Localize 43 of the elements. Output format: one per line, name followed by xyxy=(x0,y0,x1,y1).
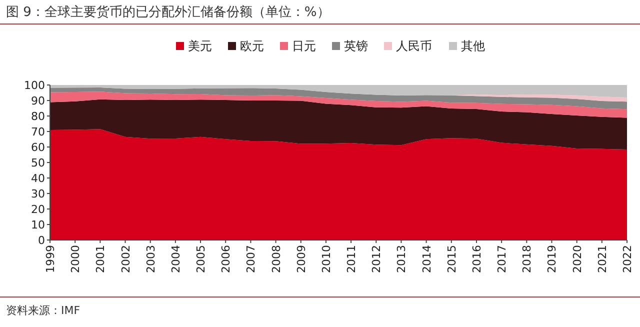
x-tick-label: 2011 xyxy=(345,245,358,273)
x-tick-label: 2007 xyxy=(244,245,258,273)
y-tick-label: 60 xyxy=(31,141,45,154)
y-tick-label: 80 xyxy=(31,110,45,123)
y-tick-label: 30 xyxy=(31,188,45,200)
y-tick-label: 40 xyxy=(31,172,45,185)
y-tick-label: 10 xyxy=(31,218,45,232)
x-tick-label: 1999 xyxy=(44,245,57,273)
x-tick-label: 2002 xyxy=(119,245,132,273)
x-tick-label: 2020 xyxy=(570,245,584,273)
x-tick-label: 2003 xyxy=(144,245,158,273)
legend-label: 美元 xyxy=(188,39,212,53)
legend-label: 其他 xyxy=(461,39,485,53)
y-tick-label: 50 xyxy=(31,156,45,170)
x-tick-label: 2018 xyxy=(520,245,534,273)
x-tick-label: 2012 xyxy=(370,245,384,273)
x-tick-label: 2021 xyxy=(596,245,609,273)
y-tick-label: 20 xyxy=(31,203,45,216)
x-tick-label: 2009 xyxy=(294,245,308,273)
x-tick-label: 2005 xyxy=(194,245,208,273)
y-tick-label: 100 xyxy=(24,79,45,92)
y-tick-label: 70 xyxy=(31,126,45,138)
x-tick-label: 2019 xyxy=(546,245,559,273)
x-tick-label: 2014 xyxy=(420,245,434,273)
text: 资料来源：IMF xyxy=(6,304,80,317)
x-tick-label: 2008 xyxy=(270,245,283,273)
chart-title: 图 9：全球主要货币的已分配外汇储备份额（单位：%） xyxy=(6,4,330,20)
x-tick-label: 2006 xyxy=(220,245,233,273)
x-tick-label: 2015 xyxy=(445,245,458,273)
legend-label: 日元 xyxy=(292,39,316,53)
y-tick-label: 90 xyxy=(31,94,45,108)
x-tick-label: 2013 xyxy=(395,245,408,273)
x-tick-label: 2001 xyxy=(94,245,108,273)
x-tick-label: 2004 xyxy=(169,245,182,273)
x-tick-label: 2010 xyxy=(320,245,333,273)
legend-label: 英镑 xyxy=(344,39,368,53)
x-tick-label: 2000 xyxy=(69,245,82,273)
x-tick-label: 2017 xyxy=(496,245,509,273)
x-tick-label: 2022 xyxy=(621,245,634,273)
x-tick-label: 2016 xyxy=(470,245,484,273)
y-tick-label: 0 xyxy=(38,234,45,247)
legend-label: 欧元 xyxy=(240,39,264,53)
legend-label: 人民币 xyxy=(396,39,432,53)
